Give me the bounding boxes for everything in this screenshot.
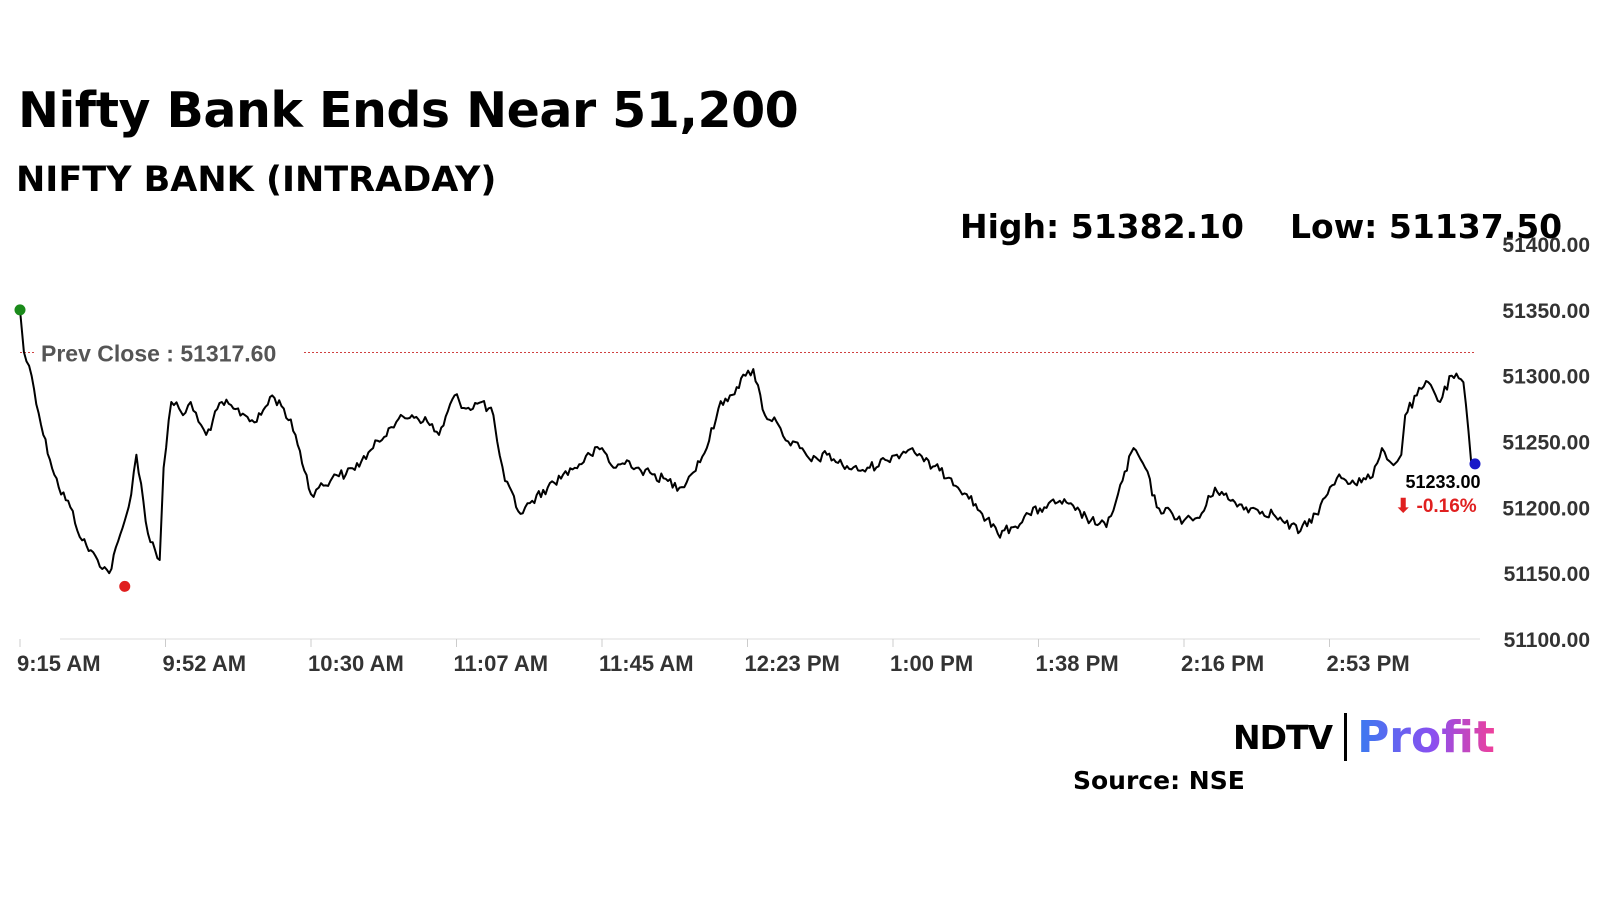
series-line xyxy=(19,309,1476,575)
change-percent-label: ⬇ -0.16% xyxy=(1395,496,1477,517)
prev-close-label: Prev Close : 51317.60 xyxy=(41,340,276,366)
y-tick-label: 51350.00 xyxy=(1502,300,1590,323)
open-marker xyxy=(14,304,26,316)
chart-title: Nifty Bank Ends Near 51,200 xyxy=(18,82,799,139)
y-tick-label: 51100.00 xyxy=(1504,629,1590,652)
logo-profit: Profit xyxy=(1357,711,1495,763)
x-tick-label: 9:15 AM xyxy=(17,651,101,676)
x-tick-label: 2:53 PM xyxy=(1327,651,1410,676)
x-tick-label: 1:38 PM xyxy=(1036,651,1119,676)
x-tick-label: 12:23 PM xyxy=(745,651,840,676)
chart-subtitle: NIFTY BANK (INTRADAY) xyxy=(16,160,497,200)
chart-axes: 51100.00 51150.00 51200.00 51250.00 51300.00… xyxy=(17,234,1590,676)
chart-markers xyxy=(14,304,1481,592)
y-tick-label: 51200.00 xyxy=(1502,497,1590,520)
low-value: Low: 51137.50 xyxy=(1290,207,1563,246)
y-tick-label: 51300.00 xyxy=(1502,366,1590,389)
x-tick-label: 11:07 AM xyxy=(454,651,549,676)
logo-ndtv: NDTV xyxy=(1233,717,1333,757)
y-tick-label: 51150.00 xyxy=(1504,563,1590,586)
source-note: Source: NSE xyxy=(1073,766,1245,795)
x-tick-label: 1:00 PM xyxy=(890,651,973,676)
prev-close-label-bg xyxy=(36,339,304,366)
x-tick-label: 11:45 AM xyxy=(599,651,694,676)
low-marker xyxy=(119,580,131,592)
last-value-label: 51233.00 xyxy=(1405,472,1480,492)
prev-close-group: Prev Close : 51317.60 xyxy=(20,339,1475,366)
high-value: High: 51382.10 xyxy=(960,207,1244,246)
x-tick-label: 9:52 AM xyxy=(163,651,247,676)
y-tick-label: 51250.00 xyxy=(1502,432,1590,455)
x-tick-label: 2:16 PM xyxy=(1181,651,1264,676)
x-tick-label: 10:30 AM xyxy=(308,651,404,676)
y-tick-label: 51400.00 xyxy=(1502,234,1590,257)
logo-divider xyxy=(1344,713,1348,761)
ndtv-profit-logo: NDTV Profit xyxy=(1233,711,1495,763)
close-marker xyxy=(1469,458,1481,470)
